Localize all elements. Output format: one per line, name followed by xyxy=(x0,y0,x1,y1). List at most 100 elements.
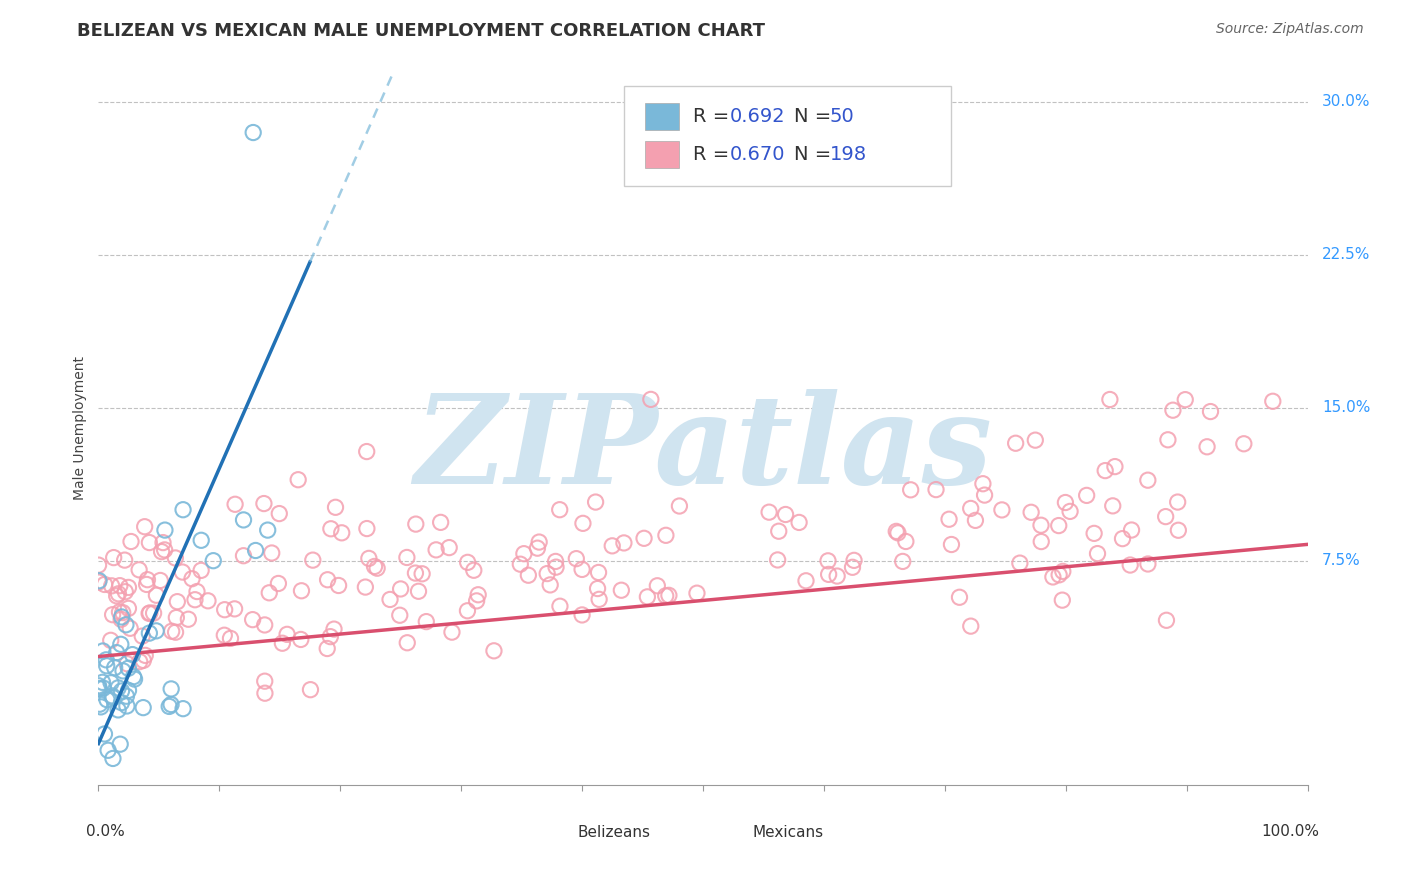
Text: BELIZEAN VS MEXICAN MALE UNEMPLOYMENT CORRELATION CHART: BELIZEAN VS MEXICAN MALE UNEMPLOYMENT CO… xyxy=(77,22,765,40)
Point xyxy=(1024,433,1046,447)
Point xyxy=(110,612,132,626)
Point xyxy=(572,516,595,531)
Text: 198: 198 xyxy=(830,145,868,164)
Point xyxy=(509,557,531,571)
Point xyxy=(117,601,139,615)
Point xyxy=(111,606,134,620)
Point xyxy=(107,587,129,601)
Point xyxy=(110,637,132,651)
Point xyxy=(463,563,485,577)
Point xyxy=(1087,547,1109,561)
FancyBboxPatch shape xyxy=(645,141,679,169)
Text: Mexicans: Mexicans xyxy=(752,824,824,839)
Point xyxy=(395,550,418,565)
Point xyxy=(354,580,377,594)
Point xyxy=(107,703,129,717)
Point xyxy=(465,594,488,608)
Point xyxy=(121,648,143,662)
Point xyxy=(325,500,347,515)
Point xyxy=(1156,613,1178,627)
Point xyxy=(1161,403,1184,417)
Point xyxy=(959,501,981,516)
Point xyxy=(775,508,797,522)
Point xyxy=(378,592,401,607)
Point xyxy=(117,661,139,675)
Point xyxy=(111,664,134,678)
Point xyxy=(536,566,558,581)
Point xyxy=(197,594,219,608)
Point xyxy=(87,679,110,693)
Point xyxy=(165,551,187,566)
Point xyxy=(655,528,678,542)
Point xyxy=(766,553,789,567)
Point xyxy=(1052,593,1074,607)
Point xyxy=(794,574,817,588)
Point xyxy=(825,569,848,583)
Point xyxy=(941,537,963,551)
Point xyxy=(1154,509,1177,524)
FancyBboxPatch shape xyxy=(534,824,568,840)
Point xyxy=(1031,534,1053,549)
Point xyxy=(1167,495,1189,509)
Point xyxy=(142,606,165,620)
Point xyxy=(1119,558,1142,572)
Point xyxy=(366,561,388,575)
Point xyxy=(600,539,623,553)
Point xyxy=(253,497,276,511)
Point xyxy=(128,563,150,577)
Point xyxy=(965,513,987,527)
Point xyxy=(115,698,138,713)
Text: 7.5%: 7.5% xyxy=(1322,553,1361,568)
Point xyxy=(108,605,131,619)
Point xyxy=(157,699,180,714)
Point xyxy=(425,542,447,557)
Point xyxy=(132,653,155,667)
Point xyxy=(165,625,187,640)
Point xyxy=(654,589,676,603)
Point xyxy=(1136,473,1159,487)
Point xyxy=(134,519,156,533)
Point xyxy=(571,562,593,576)
Point xyxy=(482,644,505,658)
Point xyxy=(97,743,120,757)
Point xyxy=(817,567,839,582)
Point xyxy=(114,584,136,599)
Point xyxy=(768,524,790,539)
Point xyxy=(588,566,610,580)
Point xyxy=(668,499,690,513)
FancyBboxPatch shape xyxy=(645,103,679,130)
Point xyxy=(356,444,378,458)
Point xyxy=(884,524,907,539)
Point xyxy=(290,583,312,598)
Point xyxy=(96,658,118,673)
Point xyxy=(411,566,433,581)
Point xyxy=(363,559,385,574)
Point xyxy=(658,588,681,602)
Point xyxy=(640,392,662,407)
Point xyxy=(1101,499,1123,513)
Point xyxy=(190,563,212,577)
Text: 30.0%: 30.0% xyxy=(1322,95,1371,110)
Point xyxy=(900,483,922,497)
Point xyxy=(181,572,204,586)
FancyBboxPatch shape xyxy=(709,824,742,840)
Point xyxy=(101,751,124,765)
Point xyxy=(457,555,479,569)
Point xyxy=(91,644,114,658)
Point xyxy=(138,607,160,621)
Point xyxy=(190,533,212,548)
Y-axis label: Male Unemployment: Male Unemployment xyxy=(73,356,87,500)
Text: N =: N = xyxy=(794,145,837,164)
Point xyxy=(93,727,115,741)
Point xyxy=(253,674,276,689)
Point xyxy=(1197,440,1219,454)
Point xyxy=(513,547,536,561)
Point xyxy=(891,554,914,568)
Point xyxy=(613,536,636,550)
Point xyxy=(316,573,339,587)
Point xyxy=(100,579,122,593)
Point xyxy=(101,689,124,703)
Point xyxy=(1233,436,1256,450)
Text: R =: R = xyxy=(693,145,735,164)
Point xyxy=(1094,464,1116,478)
